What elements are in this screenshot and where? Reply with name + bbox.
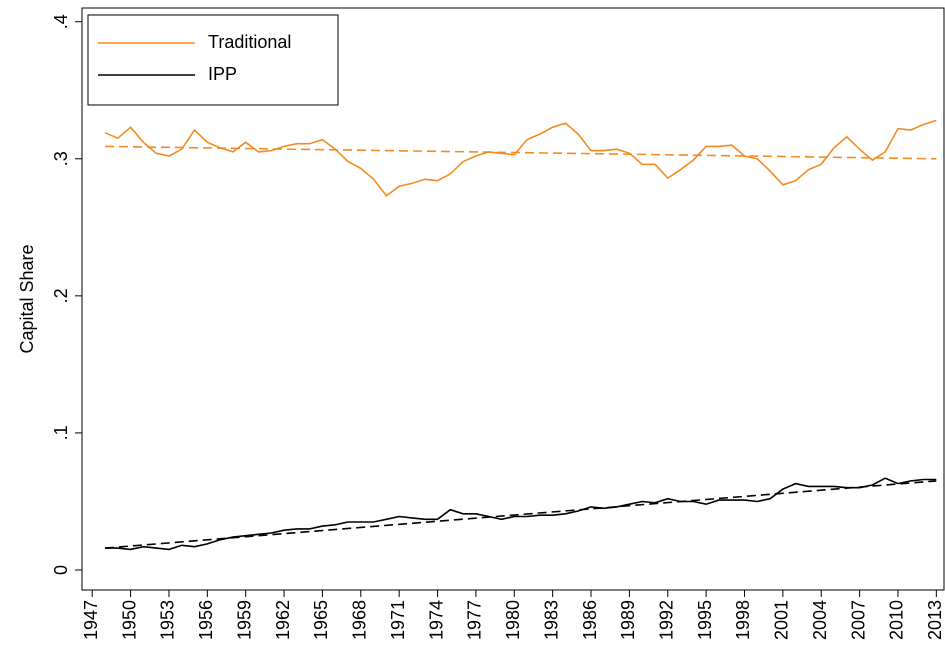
x-tick-label: 1983 — [541, 600, 561, 640]
y-tick-label: 0 — [51, 565, 71, 575]
x-tick-label: 1947 — [81, 600, 101, 640]
x-tick-label: 2013 — [925, 600, 945, 640]
x-tick-label: 1974 — [426, 600, 446, 640]
x-tick-label: 1965 — [311, 600, 331, 640]
series-line — [105, 477, 937, 551]
y-tick-label: .1 — [51, 425, 71, 440]
plot-frame — [81, 7, 945, 591]
x-tick-label: 1956 — [196, 600, 216, 640]
x-tick-label: 1998 — [733, 600, 753, 640]
trend-line — [104, 145, 937, 160]
x-tick-label: 1980 — [503, 600, 523, 640]
y-tick-label: .2 — [51, 288, 71, 303]
legend-frame — [87, 14, 339, 106]
x-tick-label: 1971 — [388, 600, 408, 640]
x-tick-label: 1992 — [657, 600, 677, 640]
legend-label: IPP — [208, 64, 237, 84]
x-tick-label: 2010 — [887, 600, 907, 640]
x-tick-label: 1986 — [580, 600, 600, 640]
x-tick-label: 1989 — [618, 600, 638, 640]
y-tick-label: .4 — [51, 14, 71, 29]
x-tick-label: 1950 — [119, 600, 139, 640]
x-tick-label: 1959 — [234, 600, 254, 640]
x-tick-label: 2004 — [810, 600, 830, 640]
x-tick-label: 1968 — [350, 600, 370, 640]
y-tick-label: .3 — [51, 151, 71, 166]
y-axis-title: Capital Share — [17, 244, 37, 353]
series-line — [104, 119, 937, 197]
x-tick-label: 1995 — [695, 600, 715, 640]
x-tick-label: 1977 — [465, 600, 485, 640]
x-tick-label: 1962 — [273, 600, 293, 640]
legend: Traditional IPP — [87, 14, 339, 106]
legend-label: Traditional — [208, 32, 291, 52]
x-tick-label: 1953 — [158, 600, 178, 640]
x-tick-label: 2001 — [772, 600, 792, 640]
x-tick-label: 2007 — [848, 600, 868, 640]
